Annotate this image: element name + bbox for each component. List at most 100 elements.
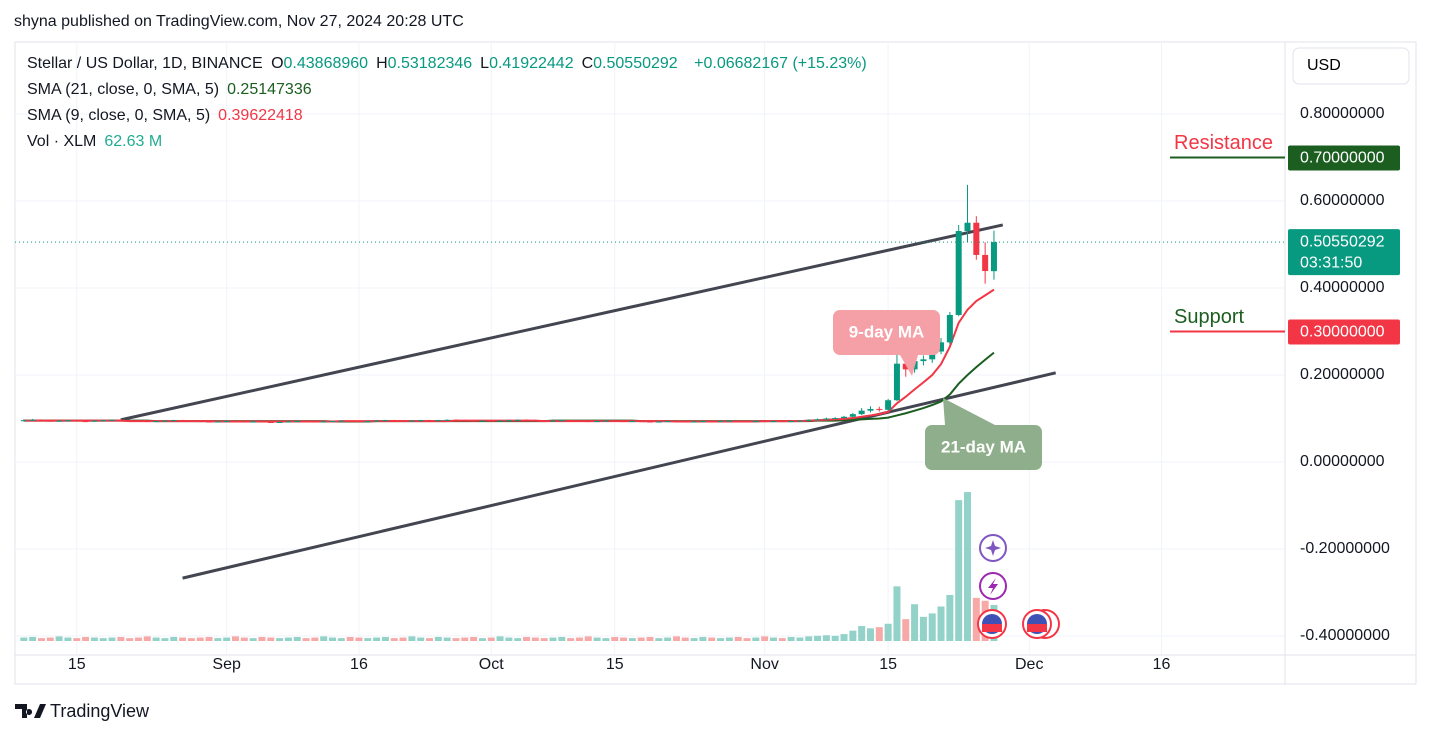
volume-bar <box>884 623 892 641</box>
volume-bar <box>796 637 804 641</box>
volume-bar <box>681 637 689 641</box>
candle-body <box>585 421 592 423</box>
x-tick-label: Nov <box>750 656 778 673</box>
candle-body <box>117 419 124 421</box>
volume-bar <box>355 637 363 641</box>
volume-bar <box>417 637 425 641</box>
level-badge <box>1288 145 1400 171</box>
candle-body <box>814 419 821 421</box>
volume-bar <box>946 595 954 641</box>
candle-body <box>549 420 556 422</box>
volume-bar <box>276 638 284 641</box>
ohlc-field: O0.43868960 <box>271 55 372 72</box>
volume-bar <box>540 638 548 641</box>
indicators: SMA (21, close, 0, SMA, 5) 0.25147336 SMA … <box>27 77 871 155</box>
volume-bar <box>646 636 654 641</box>
volume-bar <box>337 638 345 641</box>
volume-bar <box>875 627 883 641</box>
volume-bar <box>302 638 310 641</box>
x-tick-label: 16 <box>1153 656 1171 673</box>
field-value: 0.50550292 <box>593 55 678 72</box>
level-badge <box>1288 319 1400 345</box>
candle-body <box>329 421 336 423</box>
volume-bar <box>664 637 672 641</box>
candle-body <box>691 421 698 423</box>
volume-bar <box>655 638 663 641</box>
x-tick-label: 15 <box>879 656 897 673</box>
candle-body <box>638 421 645 423</box>
candle-body <box>232 421 239 423</box>
volume-bar <box>134 637 142 641</box>
candle-body <box>735 420 742 422</box>
icon-glyph <box>985 540 1001 556</box>
y-tick-label: 0.40000000 <box>1300 279 1385 296</box>
volume-bar <box>29 636 37 641</box>
callout-pointer <box>900 355 918 376</box>
candle-body <box>470 420 477 422</box>
candle-body <box>135 420 142 422</box>
volume-bar <box>390 638 398 641</box>
candle-body <box>673 421 680 423</box>
candle-body <box>497 420 504 422</box>
volume-bar <box>690 638 698 641</box>
chart-frame <box>14 41 1417 685</box>
candle-body <box>541 420 548 422</box>
ohlc-field: H0.53182346 <box>376 55 476 72</box>
field-label: L <box>480 55 490 72</box>
candle-body <box>100 420 107 422</box>
volume-bar <box>866 628 874 641</box>
candle-body <box>488 420 495 422</box>
candle-body <box>408 420 415 422</box>
volume-bar <box>20 637 28 641</box>
trendline <box>182 371 1057 580</box>
candle-body <box>708 421 715 423</box>
candle-body <box>417 420 424 422</box>
indicator-value: 62.63 M <box>104 133 163 150</box>
candle-body <box>973 222 980 255</box>
y-tick-label: 0.20000000 <box>1300 366 1385 383</box>
candle-body <box>955 231 962 315</box>
volume-bar <box>734 636 742 641</box>
volume-bar <box>743 638 751 641</box>
volume-bar <box>893 586 901 641</box>
moving-average <box>23 288 995 423</box>
volume-bar <box>814 635 822 641</box>
candle-body <box>47 420 54 422</box>
candle-body <box>805 419 812 421</box>
volume-bar <box>514 638 522 641</box>
candle-body <box>876 408 883 410</box>
candle-body <box>841 416 848 419</box>
candle-body <box>885 400 892 410</box>
candle-body <box>241 421 248 423</box>
volume-bar <box>972 597 980 641</box>
candle-body <box>267 421 274 423</box>
indicator-name: Vol · XLM <box>27 133 97 150</box>
moving-average <box>23 351 995 423</box>
volume-bar <box>523 636 531 641</box>
field-value: 0.43868960 <box>283 55 369 72</box>
candle-body <box>514 419 521 421</box>
volume-bar <box>117 636 125 641</box>
volume-bar <box>152 637 160 641</box>
candle-body <box>761 421 768 423</box>
flag-glyph <box>1027 624 1047 632</box>
indicator-row: SMA (21, close, 0, SMA, 5) 0.25147336 <box>27 77 871 103</box>
icon-glyph <box>988 578 998 595</box>
volume-bar <box>955 500 963 641</box>
candle-body <box>779 421 786 423</box>
currency-button[interactable] <box>1292 47 1410 85</box>
callout-pointer <box>943 398 995 425</box>
candle-body <box>752 421 759 423</box>
x-tick-label: Sep <box>212 656 241 673</box>
countdown: 03:31:50 <box>1300 254 1362 271</box>
volume-bar <box>911 604 919 641</box>
candle-body <box>479 420 486 422</box>
volume-bar <box>426 638 434 641</box>
candle-body <box>726 420 733 422</box>
volume-bar <box>364 638 372 641</box>
field-value: 0.41922442 <box>489 55 574 72</box>
candle-body <box>823 418 830 420</box>
volume-bar <box>267 637 275 641</box>
